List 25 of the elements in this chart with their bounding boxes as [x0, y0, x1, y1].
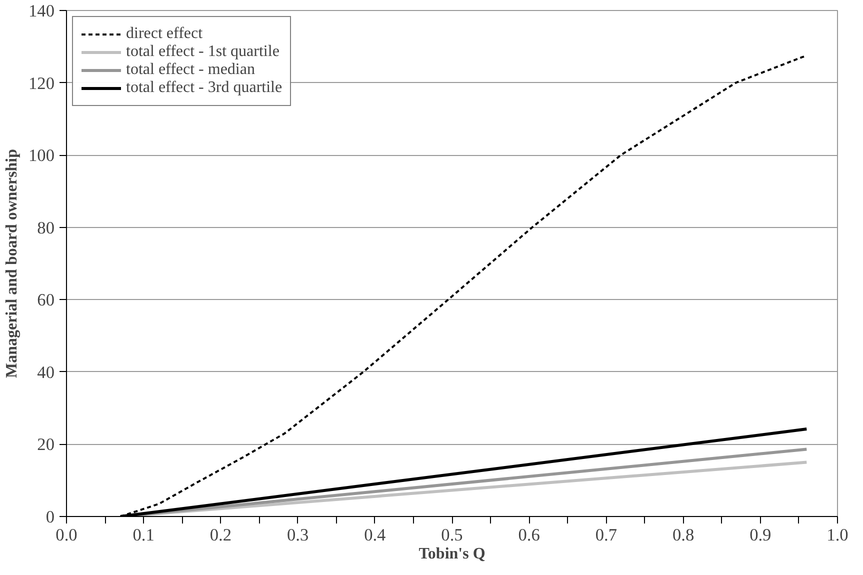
x-tick-label: 0.0	[56, 526, 78, 544]
x-tick-label: 0.4	[364, 526, 386, 544]
x-tick-label: 1.0	[826, 526, 848, 544]
x-tick-label: 0.9	[750, 526, 772, 544]
x-tick-label: 0.7	[595, 526, 618, 544]
y-tick-label: 40	[37, 362, 54, 382]
y-tick-label: 0	[46, 508, 55, 526]
x-tick-label: 0.1	[132, 526, 154, 544]
x-tick-label: 0.2	[210, 526, 232, 544]
x-tick-label: 0.5	[441, 526, 463, 544]
y-tick-label: 80	[37, 218, 54, 238]
y-tick-label: 140	[28, 2, 55, 20]
y-tick-label: 60	[37, 290, 54, 310]
x-tick-label: 0.6	[518, 526, 540, 544]
y-tick-label: 100	[28, 146, 55, 166]
y-tick-label: 20	[37, 435, 54, 454]
x-axis-title: Tobin's Q	[418, 546, 486, 562]
legend-label: direct effect	[126, 25, 203, 43]
legend-label: total effect - 1st quartile	[126, 43, 280, 61]
legend-label: total effect - median	[126, 61, 255, 79]
y-tick-label: 120	[28, 74, 55, 93]
y-axis-title: Managerial and board ownership	[4, 148, 21, 378]
x-tick-label: 0.8	[672, 526, 694, 544]
legend-label: total effect - 3rd quartile	[126, 79, 282, 97]
x-tick-label: 0.3	[286, 526, 309, 544]
